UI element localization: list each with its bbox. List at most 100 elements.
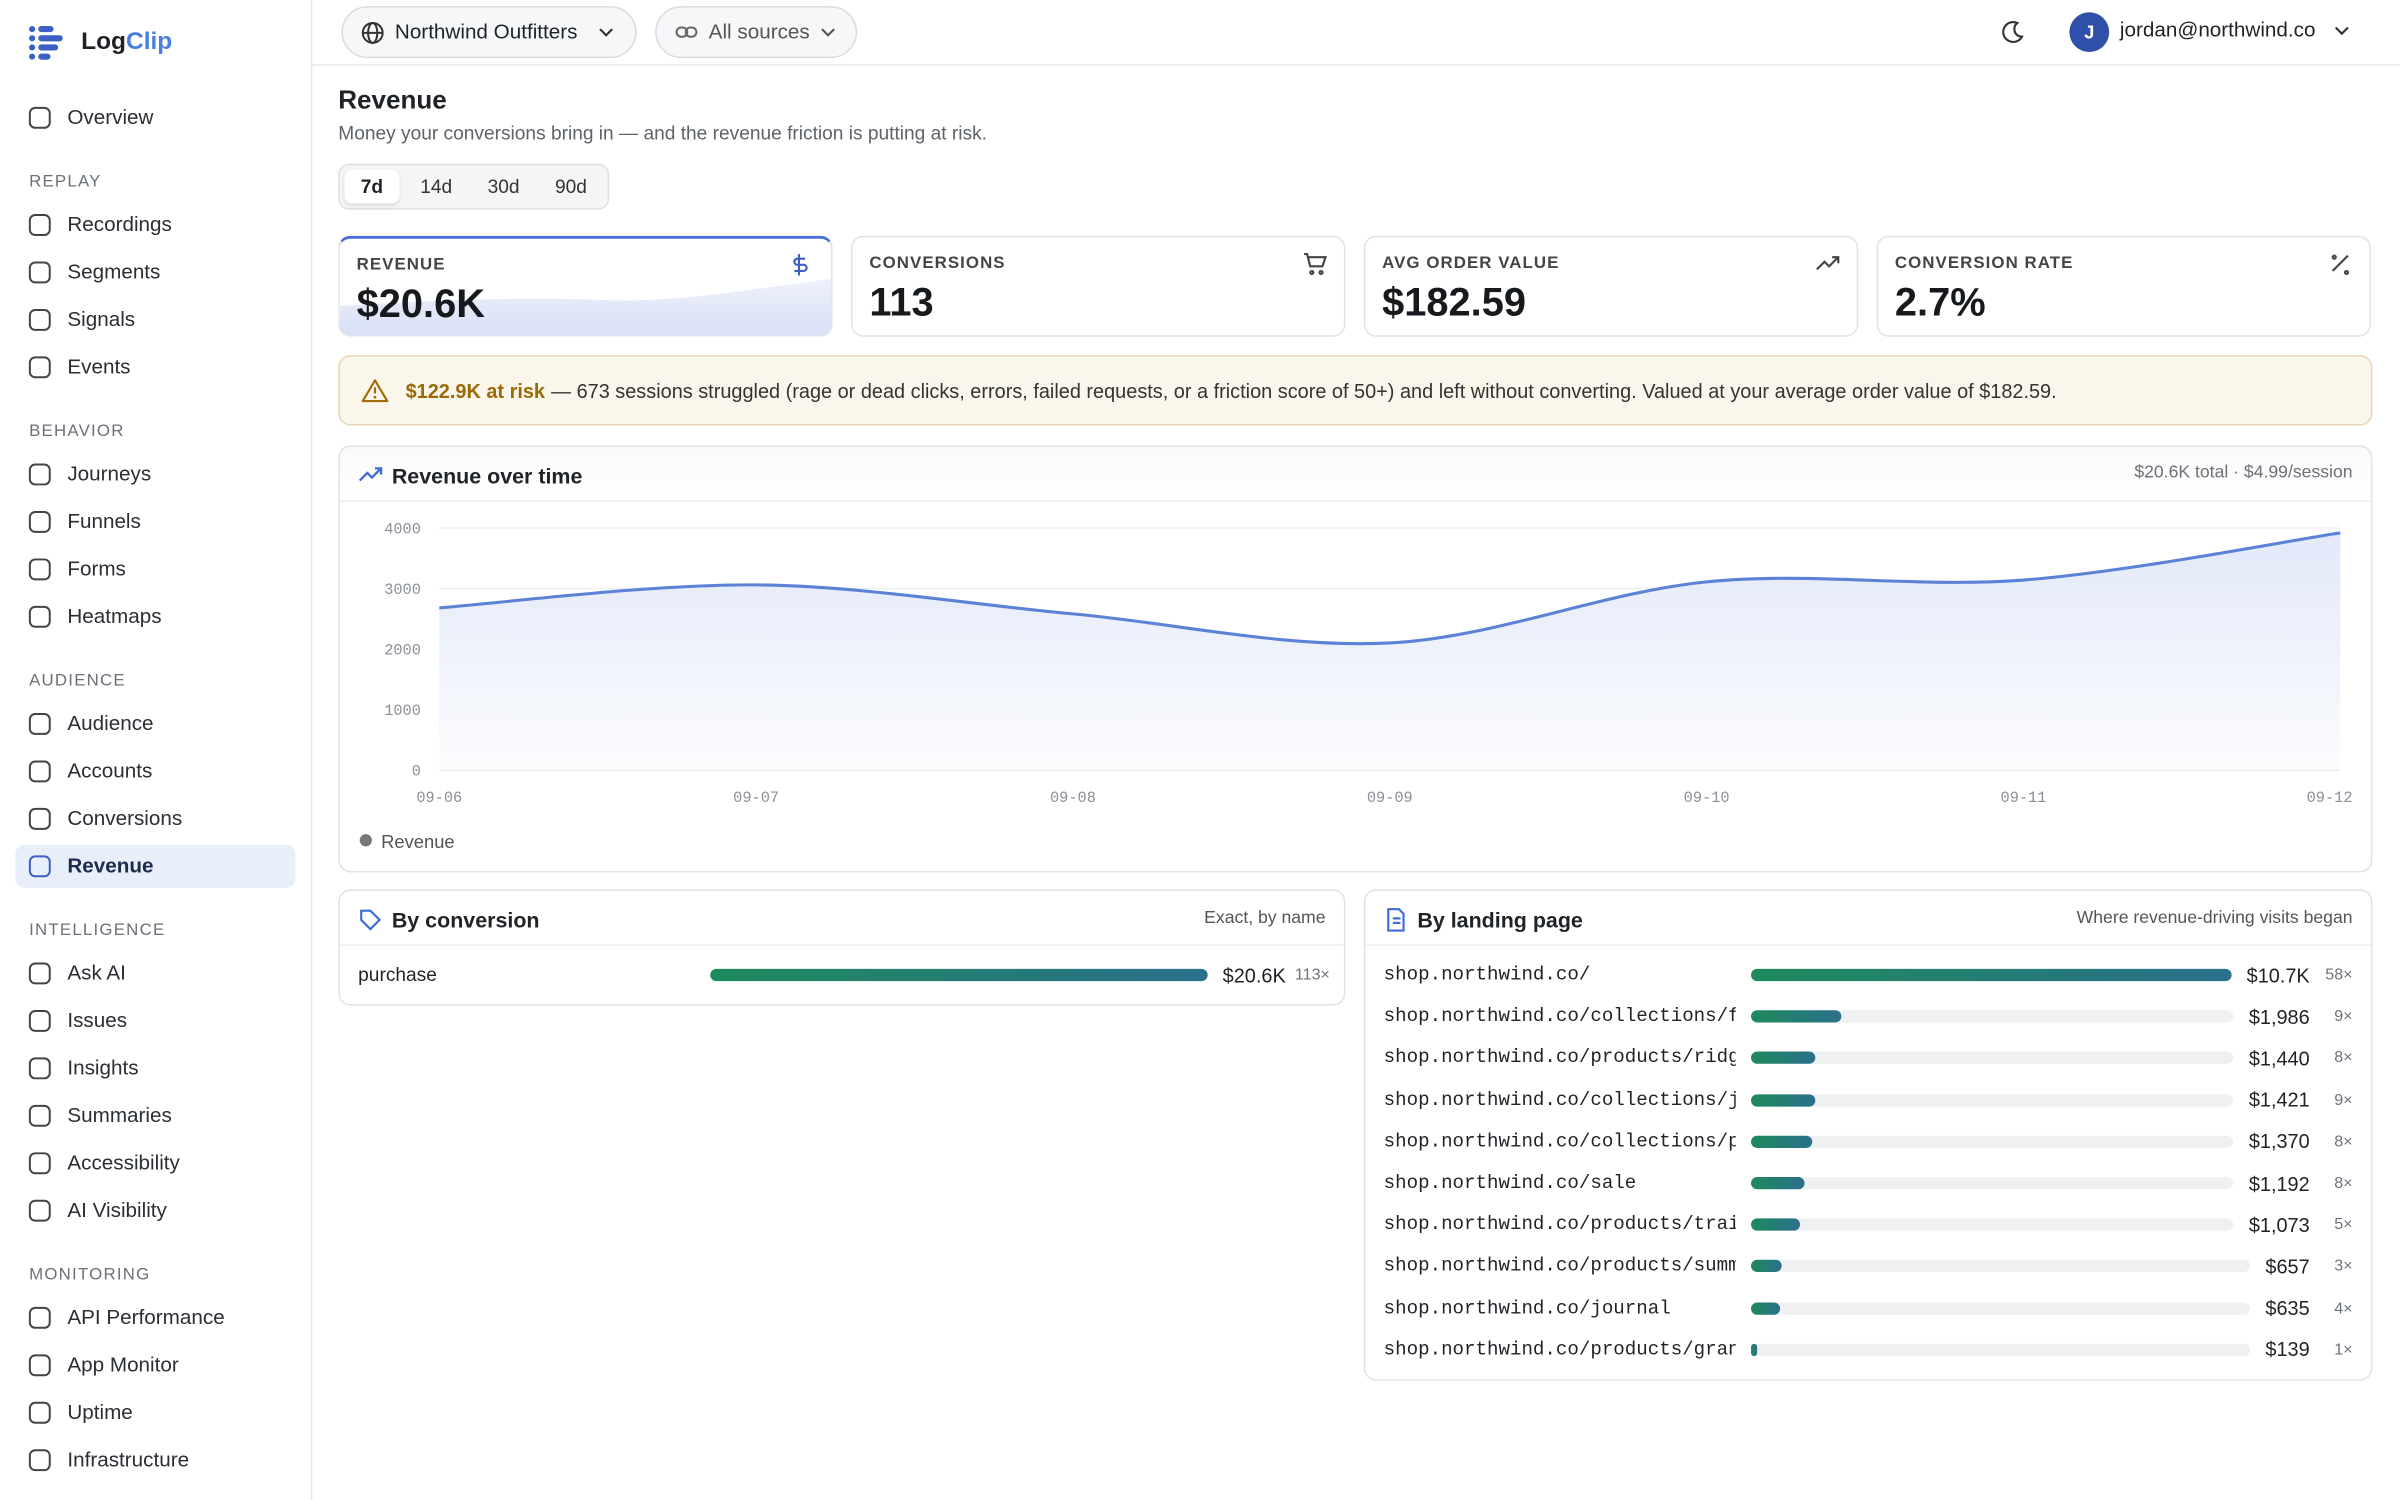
range-option[interactable]: 7d: [344, 169, 400, 204]
icon-shape: [28, 1152, 51, 1175]
nav-item[interactable]: Journeys: [15, 453, 295, 496]
row-sessions: 9×: [2334, 1090, 2353, 1110]
chevron: [2334, 26, 2349, 36]
range-option[interactable]: 30d: [487, 176, 520, 198]
nav-icon: [28, 1306, 51, 1329]
nav-item[interactable]: Conversions: [15, 797, 295, 840]
row-sessions: 58×: [2325, 965, 2353, 985]
bar-track: [1751, 1052, 2234, 1065]
nav-item[interactable]: AI Visibility: [15, 1189, 295, 1232]
workspace-select[interactable]: Northwind Outfitters: [341, 6, 637, 59]
nav-icon: [28, 261, 51, 284]
row-name: shop.northwind.co/products/gran…: [1383, 1338, 1736, 1361]
icon-shape: [28, 1057, 51, 1080]
range-option[interactable]: 90d: [554, 176, 587, 198]
chevron: [821, 28, 835, 37]
alert-highlight: $122.9K at risk: [405, 379, 546, 403]
source-select[interactable]: All sources: [655, 6, 858, 59]
nav-item[interactable]: Signals: [15, 298, 295, 341]
row-name: shop.northwind.co/products/ridg…: [1383, 1047, 1736, 1069]
icon-shape: [28, 962, 51, 985]
nav-icon: [28, 855, 51, 878]
nav-item[interactable]: Audience: [15, 703, 295, 746]
breakdown-row: shop.northwind.co/journal $635 4×: [1384, 1294, 2353, 1322]
nav-label: Issues: [67, 1008, 128, 1032]
breakdown-row: purchase $20.6K 113×: [358, 961, 1330, 989]
nav-item[interactable]: Recordings: [15, 204, 295, 247]
nav-icon: [28, 510, 51, 533]
row-value: $1,073: [2248, 1213, 2310, 1237]
icon-shape: [28, 1354, 51, 1377]
range-option[interactable]: 14d: [420, 176, 453, 198]
nav-item[interactable]: Funnels: [15, 501, 295, 544]
brand-second: Clip: [126, 29, 173, 56]
nav-section: MONITORING: [29, 1265, 151, 1285]
nav-item[interactable]: App Monitor: [15, 1344, 295, 1387]
nav-icon: [28, 463, 51, 486]
nav-icon: [28, 1449, 51, 1472]
icon-shape: [28, 855, 51, 878]
bar: [1751, 1218, 1800, 1231]
nav-item[interactable]: Summaries: [15, 1094, 295, 1137]
nav-item[interactable]: Overview: [15, 96, 295, 139]
by-landing-page-card: By landing page Where revenue-driving vis…: [1363, 889, 2373, 1381]
icon-shape: [28, 760, 51, 783]
row-name: shop.northwind.co/sale: [1383, 1172, 1637, 1194]
bar: [1751, 1301, 1781, 1315]
nav-icon: [28, 308, 51, 331]
nav-icon: [28, 558, 51, 581]
row-sessions: 4×: [2334, 1298, 2353, 1318]
icon-shape: [28, 308, 51, 331]
nav-item[interactable]: Events: [15, 346, 295, 389]
nav-item[interactable]: Uptime: [15, 1391, 295, 1434]
nav-item[interactable]: Forms: [15, 548, 295, 591]
nav-icon: [28, 807, 51, 830]
nav-item[interactable]: Segments: [15, 251, 295, 294]
bar: [1751, 1135, 1813, 1148]
nav-label: Uptime: [67, 1400, 133, 1424]
card-icon: [360, 909, 382, 931]
avatar[interactable]: J: [2069, 12, 2110, 53]
page-subtitle: Money your conversions bring in — and th…: [338, 122, 987, 144]
user-email[interactable]: jordan@northwind.co: [2119, 18, 2316, 42]
nav-item[interactable]: Accessibility: [15, 1142, 295, 1185]
nav-icon: [28, 962, 51, 985]
nav-label: Conversions: [67, 806, 183, 830]
alert-text: $122.9K at risk — 673 sessions struggled …: [406, 380, 2057, 403]
nav-label: Segments: [67, 260, 161, 284]
nav-label: Insights: [67, 1056, 139, 1080]
warning-icon: [361, 379, 389, 403]
nav-item[interactable]: API Performance: [15, 1296, 295, 1339]
row-name: shop.northwind.co/collections/j…: [1383, 1089, 1736, 1111]
legend-swatch: [359, 834, 372, 847]
nav-label: Heatmaps: [67, 604, 162, 628]
nav-item[interactable]: Revenue: [15, 844, 296, 888]
nav-item[interactable]: Issues: [15, 999, 295, 1042]
nav-label: Audience: [67, 711, 154, 735]
sparkline-area: [339, 278, 832, 336]
breakdown-row: shop.northwind.co/collections/p… $1,370 8×: [1384, 1128, 2353, 1156]
nav-icon: [28, 1401, 51, 1424]
icon-shape: [28, 214, 51, 236]
nav-section: BEHAVIOR: [29, 422, 125, 441]
row-name: shop.northwind.co/products/trai…: [1383, 1214, 1736, 1236]
row-name: purchase: [358, 964, 437, 986]
nav-label: API Performance: [67, 1305, 225, 1329]
bar: [710, 968, 1208, 982]
nav-label: Signals: [67, 307, 136, 331]
by-conversion-card: By conversion Exact, by name purchase $20.6…: [338, 889, 1346, 1006]
chevron: [599, 28, 614, 37]
icon-shape: [28, 807, 51, 830]
nav-label: Overview: [67, 105, 154, 129]
theme-toggle[interactable]: [2001, 20, 2025, 44]
nav-item[interactable]: Ask AI: [15, 952, 295, 995]
nav-item[interactable]: Accounts: [15, 750, 295, 793]
nav-item[interactable]: Infrastructure: [15, 1439, 295, 1482]
icon-shape: [28, 356, 51, 379]
icon-shape: [28, 463, 51, 486]
nav-icon: [28, 1057, 51, 1080]
nav-item[interactable]: Heatmaps: [15, 595, 295, 638]
nav-item[interactable]: Insights: [15, 1047, 295, 1090]
nav-icon: [28, 1199, 51, 1222]
